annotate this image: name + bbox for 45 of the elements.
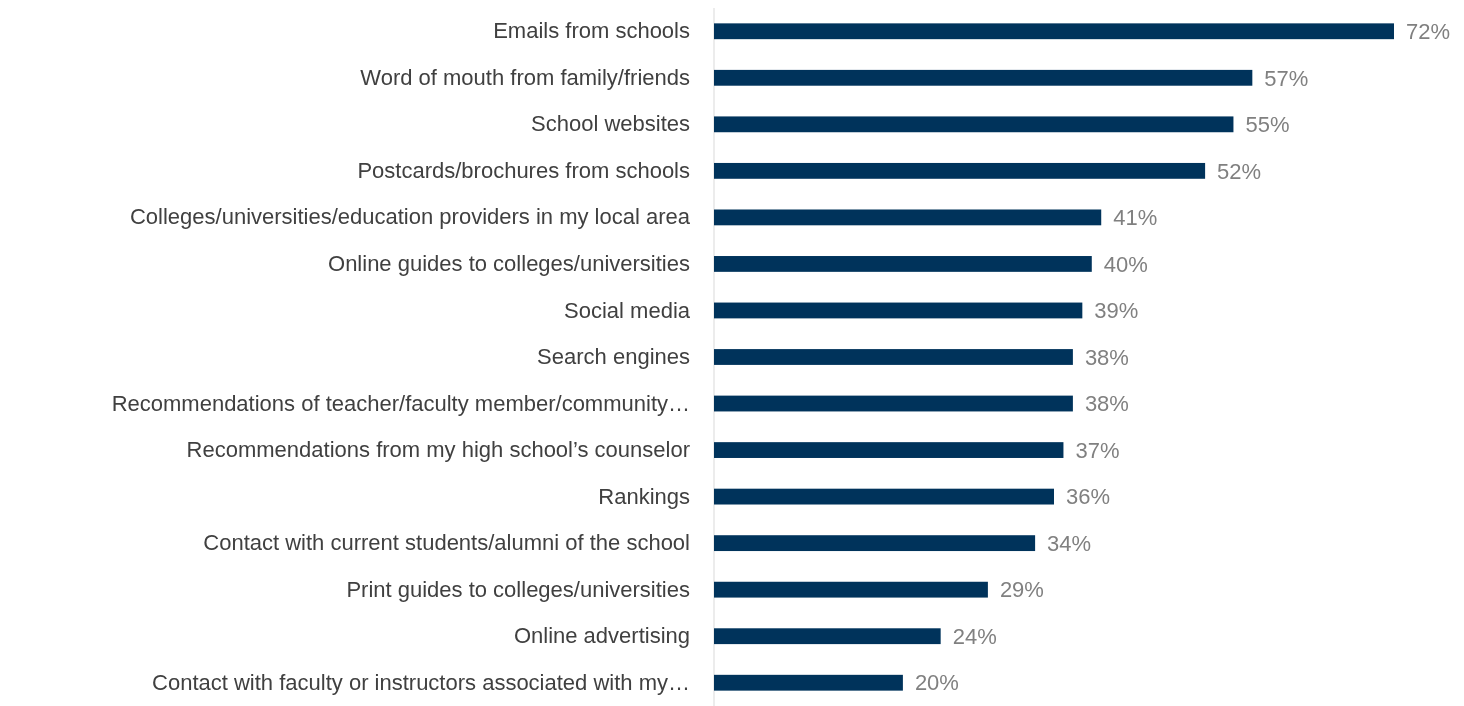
bar (714, 162, 1206, 179)
data-label: 20% (914, 670, 959, 696)
data-label: 55% (1245, 112, 1290, 138)
y-tick-label: Contact with current students/alumni of the school (203, 530, 690, 556)
data-label: 24% (952, 623, 997, 649)
y-tick-label: Online advertising (513, 623, 690, 649)
y-tick-label: Colleges/universities/education providers in my local area (129, 204, 691, 230)
data-label: 57% (1264, 65, 1309, 91)
data-label: 29% (999, 577, 1044, 603)
bar (714, 581, 988, 598)
y-tick-label: Search engines (537, 344, 690, 370)
bar (714, 209, 1102, 226)
bar (714, 535, 1036, 552)
y-tick-label: Postcards/brochures from schools (357, 157, 690, 183)
data-label: 72% (1406, 18, 1451, 44)
bar (714, 674, 903, 691)
y-tick-label: Recommendations from my high school’s counselor (186, 437, 690, 463)
data-label: 37% (1075, 437, 1120, 463)
bar (714, 488, 1054, 505)
data-label: 52% (1217, 158, 1262, 184)
data-label: 36% (1066, 484, 1111, 510)
bar (714, 23, 1394, 40)
bar (714, 349, 1073, 365)
bar (714, 116, 1234, 133)
y-tick-label: Rankings (598, 483, 690, 509)
y-tick-label: Social media (564, 297, 691, 323)
y-tick-label: Contact with faculty or instructors associated with my… (152, 669, 690, 695)
bar (714, 442, 1064, 458)
y-tick-label: Print guides to colleges/universities (346, 576, 690, 602)
y-tick-label: School websites (531, 111, 690, 137)
y-tick-label: Word of mouth from family/friends (360, 64, 690, 90)
bar (714, 395, 1073, 412)
data-label: 38% (1084, 344, 1129, 370)
y-tick-label: Online guides to colleges/universities (328, 250, 690, 276)
data-label: 34% (1047, 530, 1092, 556)
y-tick-label: Emails from schools (493, 18, 690, 44)
bar (714, 69, 1253, 86)
bar (714, 302, 1083, 319)
bar (714, 256, 1092, 272)
data-label: 40% (1103, 251, 1148, 277)
data-label: 41% (1113, 205, 1158, 231)
data-label: 38% (1084, 391, 1129, 417)
y-tick-label: Recommendations of teacher/faculty member/community… (111, 390, 690, 416)
bar (714, 628, 941, 645)
data-label: 39% (1094, 298, 1139, 324)
